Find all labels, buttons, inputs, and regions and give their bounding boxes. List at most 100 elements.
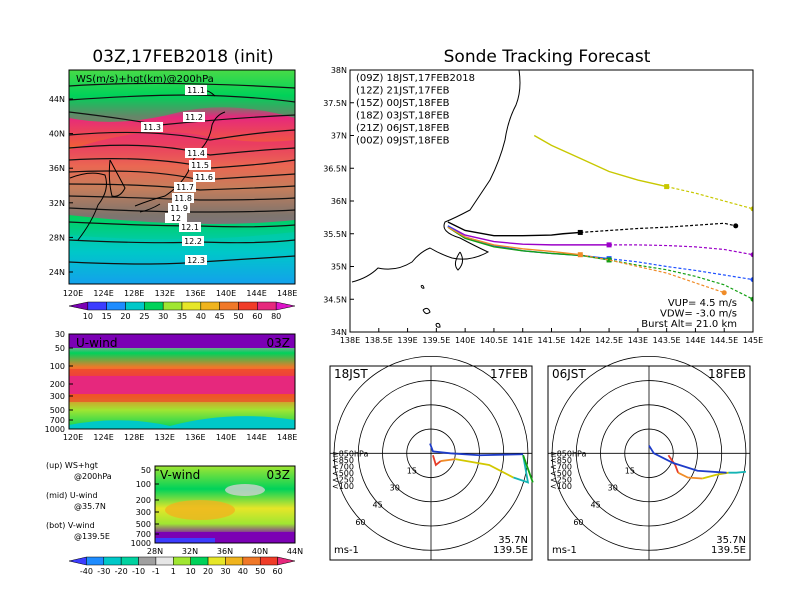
note-line: @35.7N — [74, 502, 106, 511]
u-lon-tick-label: 148E — [277, 433, 297, 442]
ws-colorbar-tick-label: 25 — [139, 312, 149, 321]
wind-colorbar-swatch — [103, 556, 122, 566]
polar-time: 18JST — [334, 367, 368, 381]
v-lat-tick-label: 28N — [147, 547, 163, 556]
track-marker-square — [606, 242, 612, 248]
contour-label-bg — [141, 122, 163, 132]
polar-legend-entry: <100 — [550, 482, 572, 491]
polar-time: 06JST — [552, 367, 586, 381]
polar-legend-entry: <250 — [332, 475, 354, 484]
ws-colorbar-tick-label: 45 — [215, 312, 225, 321]
u-lon-tick-label: 124E — [93, 433, 113, 442]
polar-ring-label: 30 — [390, 484, 400, 493]
contour-label-bg — [165, 213, 187, 223]
ws-colorbar-tick-label: 40 — [196, 312, 206, 321]
contour-label: 11.2 — [185, 113, 203, 122]
u-wind-label: U-wind — [76, 336, 117, 350]
ws-colorbar: 10 15 20 25 30 35 40 45 50 60 80 — [68, 301, 296, 321]
track-lat-tick-label: 35.5N — [323, 230, 347, 239]
polar-ring-label: 30 — [608, 484, 618, 493]
wind-colorbar-tick-label: -30 — [97, 567, 110, 576]
ws-colorbar-swatch — [68, 301, 89, 311]
contour-label: 11.5 — [191, 161, 209, 170]
contour-label: 11.6 — [195, 173, 213, 182]
v-wind-panel — [154, 465, 296, 544]
polar-trace — [429, 443, 524, 457]
wind-colorbar-swatch — [190, 556, 209, 566]
note-line: (mid) U-wind — [46, 491, 98, 500]
map-lat-tick-label: 44N — [49, 95, 65, 104]
wind-colorbar-tick-label: 40 — [238, 567, 248, 576]
wind-colorbar-swatch — [277, 556, 296, 566]
u-p-tick-label: 700 — [50, 416, 65, 425]
ws-colorbar-swatch — [106, 301, 126, 311]
polar-legend-entry: <100 — [332, 482, 354, 491]
wind-colorbar-tick-label: -10 — [132, 567, 145, 576]
v-p-tick-label: 1000 — [131, 539, 151, 548]
v-p-tick-label: 100 — [136, 480, 151, 489]
contour-label: 11.1 — [187, 86, 205, 95]
track-line-dashed — [580, 222, 736, 234]
track-legend: (09Z) 18JST,17FEB2018(12Z) 21JST,17FEB(1… — [356, 73, 475, 147]
contour-label-bg — [182, 236, 204, 246]
u-lon-tick-label: 136E — [185, 433, 205, 442]
wind-colorbar-swatch — [155, 556, 174, 566]
legend-entry: (21Z) 06JST,18FEB — [356, 123, 450, 134]
track-lon-tick-label: 143E — [628, 336, 648, 345]
v-lat-tick-label: 40N — [252, 547, 268, 556]
track-lon-tick-label: 142.5E — [595, 336, 623, 345]
contour-label: 11.7 — [176, 183, 194, 192]
note-line: @139.5E — [74, 532, 110, 541]
u-lon-ticks: 120E 124E 128E 132E 136E 140E 144E 148E — [63, 433, 298, 442]
wind-colorbar-swatch — [68, 556, 87, 566]
ws-colorbar-swatch — [200, 301, 220, 311]
contour-labels: 11.111.211.311.411.511.611.711.811.91212… — [141, 85, 215, 265]
map-lon-tick-label: 120E — [63, 289, 83, 298]
track-lon-tick-label: 138E — [340, 336, 360, 345]
ws-colorbar-tick-label: 35 — [177, 312, 187, 321]
track-marker-end — [750, 296, 753, 302]
track-lon-tick-label: 141E — [513, 336, 533, 345]
track-lon-tick-label: 140E — [455, 336, 475, 345]
wind-colorbar: -40 -30 -20 -10 -1 1 10 20 30 40 50 60 — [68, 556, 296, 576]
contour-label-bg — [168, 203, 190, 213]
contour-label-bg — [185, 255, 207, 265]
u-lon-tick-label: 120E — [63, 433, 83, 442]
sonde-param: VDW= -3.0 m/s — [660, 309, 737, 320]
v-wind-time: 03Z — [267, 468, 291, 482]
u-lon-tick-label: 140E — [216, 433, 236, 442]
wind-colorbar-tick-label: -20 — [115, 567, 128, 576]
map-lon-tick-label: 144E — [246, 289, 266, 298]
ws-colorbar-swatch — [238, 301, 258, 311]
track-marker-square — [577, 229, 583, 235]
polar-legend-entry: <250 — [550, 475, 572, 484]
contour-label-bg — [174, 182, 196, 192]
ws-colorbar-swatch — [144, 301, 164, 311]
left-title: 03Z,17FEB2018 (init) — [92, 47, 273, 67]
track-marker-square — [606, 257, 612, 263]
contour-label: 12.2 — [184, 237, 202, 246]
wind-colorbar-tick-label: 10 — [186, 567, 196, 576]
ws-colorbar-tick-label: 20 — [120, 312, 130, 321]
map-lon-tick-label: 136E — [185, 289, 205, 298]
polar-date: 18FEB — [708, 367, 746, 381]
contour-label-bg — [183, 112, 205, 122]
track-lon-tick-label: 144.5E — [710, 336, 738, 345]
polar-date: 17FEB — [490, 367, 528, 381]
track-map — [349, 69, 754, 333]
v-wind-label: V-wind — [160, 468, 200, 482]
polar-trace — [677, 471, 703, 480]
ws-colorbar-swatch — [87, 301, 107, 311]
track-lat-tick-label: 36.5N — [323, 164, 347, 173]
track-lat-tick-label: 37N — [331, 132, 347, 141]
track-line-solid — [447, 221, 581, 237]
polar-ring-label: 45 — [590, 501, 600, 510]
ws-map — [68, 69, 296, 285]
polar-loc: 35.7N — [498, 535, 528, 546]
ws-colorbar-tick-label: 10 — [83, 312, 93, 321]
panel-notes: (up) WS+hgt @200hPa (mid) U-wind @35.7N (bot… — [46, 461, 112, 541]
track-lon-tick-label: 141.5E — [538, 336, 566, 345]
polar-loc: 139.5E — [711, 545, 746, 556]
polar-loc: 35.7N — [716, 535, 746, 546]
